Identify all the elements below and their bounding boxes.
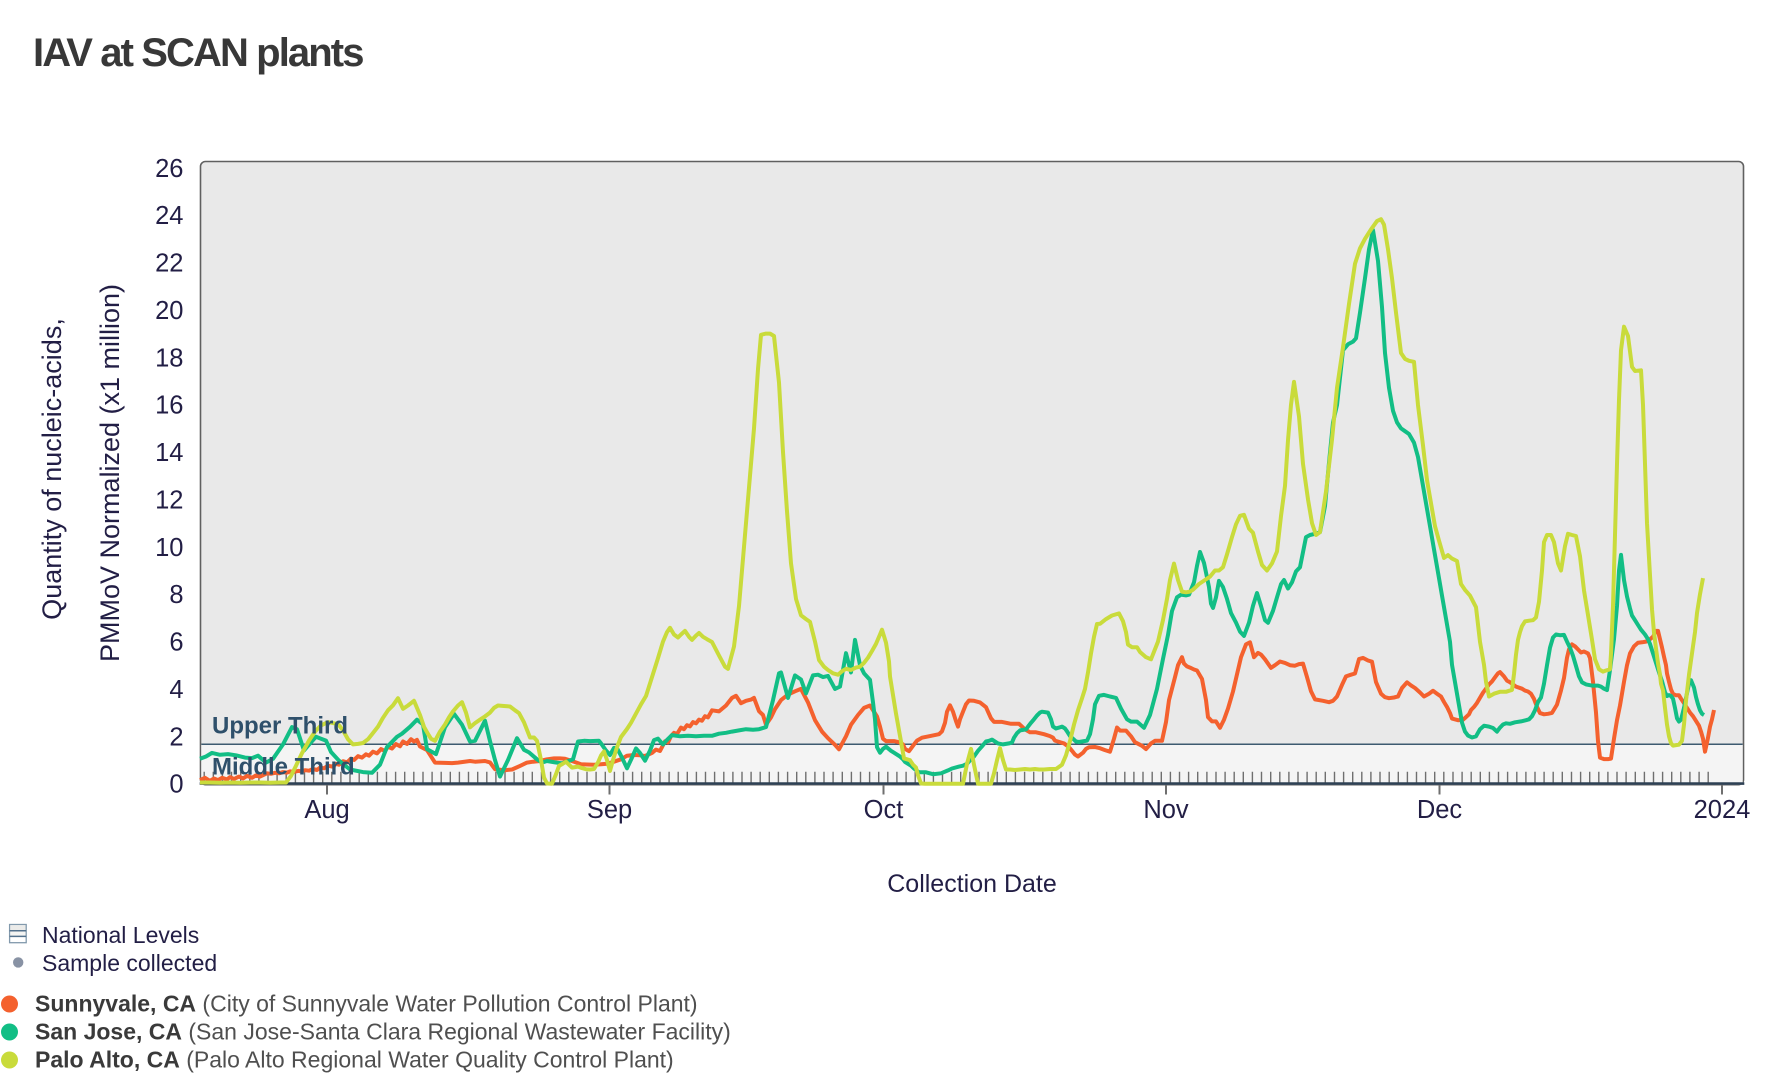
svg-text:Middle Third: Middle Third: [212, 754, 355, 781]
svg-text:20: 20: [155, 297, 183, 325]
svg-text:2: 2: [169, 723, 183, 751]
svg-text:Sunnyvale, CA (City of Sunnyva: Sunnyvale, CA (City of Sunnyvale Water P…: [35, 991, 698, 1017]
svg-text:National Levels: National Levels: [42, 922, 199, 948]
svg-text:22: 22: [155, 250, 183, 278]
svg-text:Dec: Dec: [1417, 796, 1463, 824]
svg-text:Sep: Sep: [587, 796, 632, 824]
svg-text:6: 6: [169, 629, 183, 657]
svg-text:4: 4: [169, 676, 183, 704]
svg-text:Upper Third: Upper Third: [212, 713, 348, 740]
svg-text:12: 12: [155, 486, 183, 514]
svg-text:16: 16: [155, 392, 183, 420]
svg-text:18: 18: [155, 344, 183, 372]
svg-text:Aug: Aug: [304, 796, 349, 824]
svg-text:Sample collected: Sample collected: [42, 950, 217, 976]
svg-text:26: 26: [155, 155, 183, 183]
svg-text:Nov: Nov: [1143, 796, 1189, 824]
svg-text:Collection Date: Collection Date: [887, 870, 1057, 898]
svg-text:Quantity of nucleic-acids,: Quantity of nucleic-acids,: [37, 318, 67, 620]
svg-text:Oct: Oct: [864, 796, 904, 824]
svg-text:PMMoV Normalized (x1 million): PMMoV Normalized (x1 million): [95, 284, 125, 662]
svg-text:24: 24: [155, 202, 183, 230]
svg-text:Palo Alto, CA (Palo Alto Regio: Palo Alto, CA (Palo Alto Regional Water …: [35, 1047, 674, 1073]
svg-text:IAV at SCAN plants: IAV at SCAN plants: [33, 31, 363, 75]
svg-text:14: 14: [155, 439, 183, 467]
svg-text:8: 8: [169, 581, 183, 609]
svg-text:San Jose, CA (San Jose-Santa C: San Jose, CA (San Jose-Santa Clara Regio…: [35, 1019, 731, 1045]
svg-text:2024: 2024: [1694, 796, 1751, 824]
svg-text:10: 10: [155, 534, 183, 562]
svg-text:0: 0: [169, 771, 183, 799]
